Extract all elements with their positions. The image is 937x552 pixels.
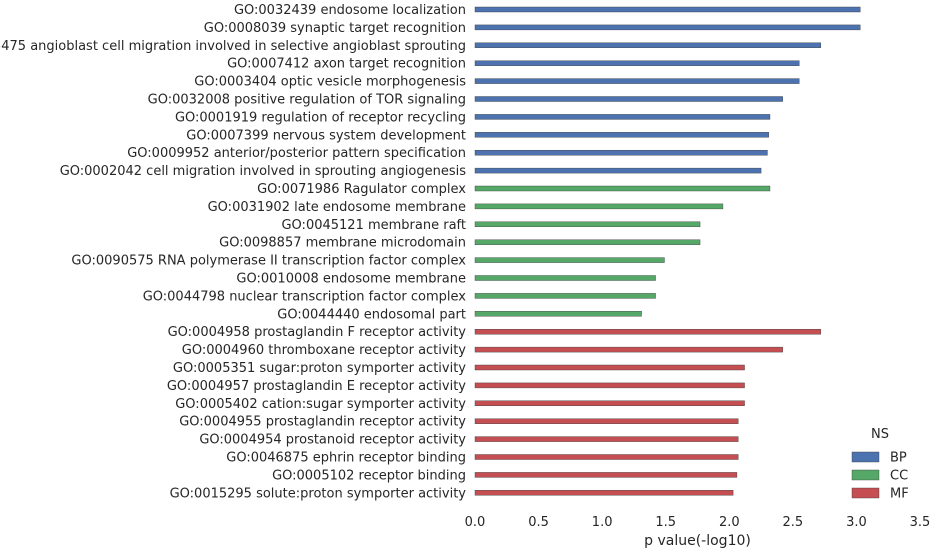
bar-mf-24 — [474, 436, 739, 442]
category-label: GO:0098857 membrane microdomain — [219, 236, 466, 251]
x-tick-label: 1.0 — [592, 515, 613, 530]
x-tick-label: 3.5 — [910, 515, 931, 530]
bar-mf-26 — [474, 472, 738, 478]
legend-label-cc: CC — [890, 469, 908, 484]
bar-mf-27 — [474, 490, 734, 496]
bar-bp-1 — [474, 24, 861, 31]
bar-cc-11 — [474, 203, 724, 210]
bar-bp-4 — [474, 78, 800, 84]
category-label: GO:0035475 angioblast cell migration inv… — [0, 39, 466, 54]
x-tick-label: 1.5 — [655, 515, 676, 530]
category-label: GO:0008039 synaptic target recognition — [204, 21, 466, 36]
category-label: GO:0044798 nuclear transcription factor … — [143, 289, 467, 304]
category-label: GO:0002042 cell migration involved in sp… — [60, 164, 467, 179]
bar-mf-25 — [474, 454, 739, 460]
category-label: GO:0001919 regulation of receptor recycl… — [175, 110, 466, 125]
category-label: GO:0046875 ephrin receptor binding — [226, 451, 466, 466]
bar-cc-14 — [474, 257, 665, 263]
bar-bp-7 — [474, 132, 769, 138]
legend-label-bp: BP — [890, 451, 907, 466]
x-axis-title: p value(-log10) — [644, 533, 751, 549]
category-label: GO:0032008 positive regulation of TOR si… — [148, 93, 466, 108]
bar-cc-10 — [474, 185, 771, 192]
category-label: GO:0071986 Ragulator complex — [257, 182, 466, 197]
legend: NS BP CC MF — [851, 427, 909, 502]
bar-mf-22 — [474, 400, 745, 406]
bar-bp-2 — [474, 42, 822, 48]
category-label: GO:0045121 membrane raft — [281, 218, 466, 233]
bar-cc-16 — [474, 293, 656, 299]
bar-mf-20 — [474, 364, 745, 371]
category-label: GO:0044440 endosomal part — [277, 307, 466, 322]
category-label: GO:0004958 prostaglandin F receptor acti… — [168, 325, 467, 340]
x-tick-label: 2.0 — [719, 515, 740, 530]
category-label: GO:0004960 thromboxane receptor activity — [182, 343, 467, 358]
bar-bp-9 — [474, 167, 762, 174]
category-label: GO:0004955 prostaglandin receptor activi… — [179, 415, 466, 430]
category-label: GO:0090575 RNA polymerase II transcripti… — [71, 254, 466, 269]
bar-bp-6 — [474, 114, 771, 120]
bar-mf-18 — [474, 329, 822, 335]
bar-cc-12 — [474, 221, 701, 228]
category-label: GO:0010008 endosome membrane — [236, 272, 466, 287]
category-label: GO:0004954 prostanoid receptor activity — [199, 433, 466, 448]
category-label: GO:0005402 cation:sugar symporter activi… — [175, 397, 466, 412]
bar-cc-13 — [474, 239, 701, 245]
bar-mf-23 — [474, 418, 739, 424]
category-label: GO:0032439 endosome localization — [234, 3, 466, 18]
category-label: GO:0003404 optic vesicle morphogenesis — [194, 75, 466, 90]
legend-swatch-mf — [851, 487, 880, 499]
category-label: GO:0007399 nervous system development — [186, 128, 466, 143]
bar-bp-8 — [474, 149, 768, 156]
category-label: GO:0005351 sugar:proton symporter activi… — [173, 361, 466, 376]
bar-mf-21 — [474, 382, 745, 389]
category-label: GO:0031902 late endosome membrane — [208, 200, 466, 215]
x-tick-label: 0.5 — [528, 515, 549, 530]
legend-label-mf: MF — [890, 487, 909, 502]
x-tick-label: 2.5 — [783, 515, 804, 530]
bar-bp-0 — [474, 6, 861, 13]
category-label: GO:0004957 prostaglandin E receptor acti… — [167, 379, 466, 394]
x-axis-ticks: 0.0 0.5 1.0 1.5 2.0 2.5 3.0 3.5 — [465, 515, 931, 530]
x-tick-label: 3.0 — [846, 515, 867, 530]
bar-bp-3 — [474, 60, 800, 66]
bar-cc-15 — [474, 275, 656, 281]
x-tick-label: 0.0 — [465, 515, 486, 530]
bar-mf-19 — [474, 346, 783, 353]
category-label: GO:0009952 anterior/posterior pattern sp… — [127, 146, 466, 161]
category-label: GO:0007412 axon target recognition — [227, 57, 466, 72]
category-labels: GO:0032439 endosome localization GO:00080… — [0, 3, 466, 501]
category-label: GO:0015295 solute:proton symporter activ… — [170, 486, 467, 501]
bars-group — [474, 6, 861, 496]
bar-cc-17 — [474, 311, 642, 317]
legend-swatch-bp — [851, 451, 880, 463]
legend-swatch-cc — [851, 469, 880, 481]
bar-bp-5 — [474, 96, 783, 102]
category-label: GO:0005102 receptor binding — [272, 468, 466, 483]
legend-title: NS — [871, 427, 889, 442]
